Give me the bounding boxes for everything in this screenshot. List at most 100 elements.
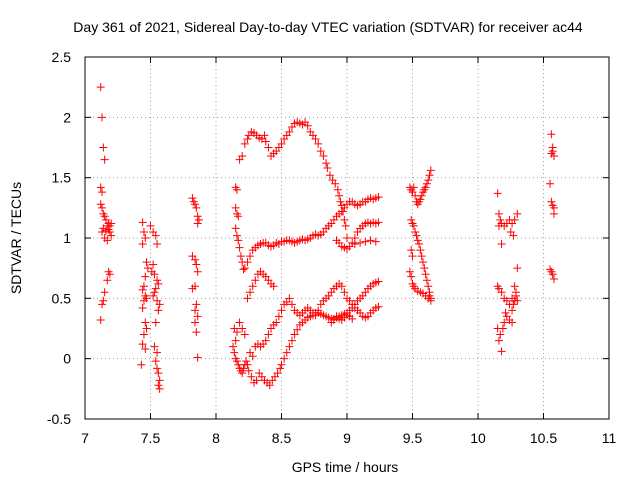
data-point — [232, 231, 241, 240]
x-tick-labels: 7 7.5 8 8.5 9 9.5 10 10.5 11 — [81, 430, 616, 446]
data-point — [138, 303, 147, 312]
data-point — [549, 209, 558, 218]
data-point — [510, 215, 519, 224]
data-point — [496, 215, 505, 224]
data-point — [325, 171, 334, 180]
data-point — [150, 288, 159, 297]
data-point — [361, 237, 370, 246]
data-point — [231, 336, 240, 345]
data-point — [96, 83, 105, 92]
data-point — [417, 191, 426, 200]
data-point — [513, 264, 522, 273]
data-point — [246, 252, 255, 261]
data-point — [151, 357, 160, 366]
data-point — [155, 376, 164, 385]
data-point — [374, 192, 383, 201]
data-point — [497, 347, 506, 356]
data-point — [261, 336, 270, 345]
data-point — [493, 324, 502, 333]
data-point — [549, 151, 558, 160]
data-point — [251, 276, 260, 285]
data-point — [341, 221, 350, 230]
data-point — [277, 306, 286, 315]
data-point — [238, 369, 247, 378]
data-point — [322, 159, 331, 168]
data-point — [231, 203, 240, 212]
data-point — [290, 330, 299, 339]
data-point — [155, 300, 164, 309]
data-point — [138, 285, 147, 294]
data-point — [236, 252, 245, 261]
data-point — [416, 246, 425, 255]
data-point — [494, 209, 503, 218]
data-point — [356, 238, 365, 247]
data-point — [549, 275, 558, 284]
data-point — [265, 381, 274, 390]
data-point — [192, 260, 201, 269]
data-point — [232, 357, 241, 366]
x-tick-label: 10 — [470, 430, 486, 446]
axis-ticks — [84, 56, 610, 420]
data-point — [337, 282, 346, 291]
data-point — [261, 137, 270, 146]
x-tick-label: 9 — [343, 430, 351, 446]
data-point — [149, 260, 158, 269]
y-axis-label: SDTVAR / TECUs — [8, 182, 24, 294]
data-point — [264, 330, 273, 339]
data-point — [230, 324, 239, 333]
data-point — [243, 294, 252, 303]
data-point — [154, 369, 163, 378]
data-point — [319, 151, 328, 160]
data-point — [331, 179, 340, 188]
data-point — [98, 188, 107, 197]
data-point — [138, 340, 147, 349]
series-group-10.55 — [546, 130, 558, 284]
data-point — [150, 342, 159, 351]
data-point — [141, 345, 150, 354]
data-point — [417, 252, 426, 261]
data-point — [548, 270, 557, 279]
data-point — [424, 176, 433, 185]
data-point — [293, 325, 302, 334]
data-point — [418, 258, 427, 267]
data-point — [287, 336, 296, 345]
data-point — [501, 308, 510, 317]
data-point — [193, 212, 202, 221]
series-group-7.85 — [188, 194, 203, 362]
data-point — [107, 219, 116, 228]
data-point — [100, 155, 109, 164]
data-point — [234, 212, 243, 221]
data-point — [100, 212, 109, 221]
data-point — [153, 276, 162, 285]
data-point — [193, 267, 202, 276]
data-point — [340, 288, 349, 297]
data-point — [193, 219, 202, 228]
data-point — [239, 265, 248, 274]
data-point — [426, 296, 435, 305]
data-point — [240, 264, 249, 273]
data-point — [508, 306, 517, 315]
series-group-8.1-9.25-upper — [231, 118, 351, 274]
data-point — [314, 306, 323, 315]
data-point — [139, 282, 148, 291]
data-point — [142, 258, 151, 267]
data-point — [235, 318, 244, 327]
data-point — [343, 234, 351, 242]
data-point — [333, 185, 342, 194]
data-point — [335, 191, 344, 200]
data-point — [350, 240, 359, 249]
data-point — [285, 342, 294, 351]
y-tick-label: -0.5 — [47, 411, 71, 427]
data-point — [547, 130, 556, 139]
data-point — [101, 226, 110, 235]
data-point — [98, 300, 107, 309]
x-tick-label: 8.5 — [272, 430, 292, 446]
data-point — [232, 185, 241, 194]
series-group-8.1-9.25-lower — [229, 267, 383, 390]
data-point — [277, 139, 286, 148]
data-point — [235, 243, 244, 252]
data-point — [154, 306, 163, 315]
data-point — [240, 330, 249, 339]
y-tick-label: 2.5 — [52, 49, 72, 65]
